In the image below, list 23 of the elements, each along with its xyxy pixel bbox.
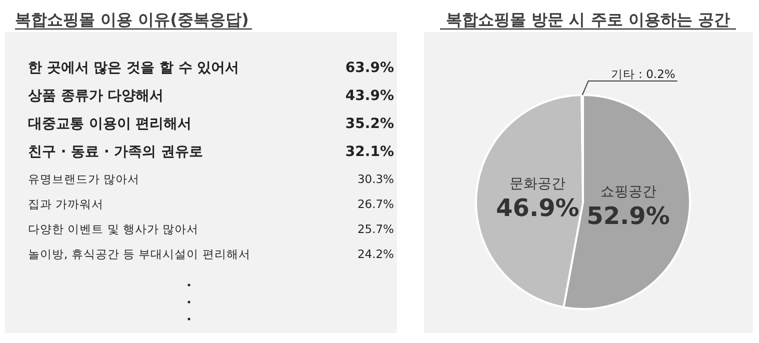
text: 24.2% <box>357 247 394 261</box>
slice-label: 쇼핑공간 <box>600 184 656 200</box>
slice-label: 문화공간 <box>510 176 566 192</box>
text: 25.7% <box>357 222 394 236</box>
category-label: 친구 · 동료 · 가족의 권유로 <box>28 144 204 160</box>
text: 복합쇼핑몰 이용 이유(중복응답) <box>15 10 249 29</box>
category-label: 상품 종류가 다양해서 <box>28 88 164 104</box>
category-label: 놀이방, 휴식공간 등 부대시설이 편리해서 <box>28 247 250 261</box>
category-label: 집과 가까워서 <box>28 197 104 211</box>
chart-title: 복합쇼핑몰 방문 시 주로 이용하는 공간 <box>446 10 730 29</box>
text: 30.3% <box>357 172 394 186</box>
text: 26.7% <box>357 197 394 211</box>
slice-label: 기타 : 0.2% <box>610 67 676 81</box>
category-label: 대중교통 이용이 편리해서 <box>28 116 192 132</box>
text: 63.9% <box>345 60 394 76</box>
text: 35.2% <box>345 116 394 132</box>
data-label: 46.9% <box>496 194 580 222</box>
text: 32.1% <box>345 144 394 160</box>
category-label: 유명브랜드가 많아서 <box>28 172 140 186</box>
category-label: 한 곳에서 많은 것을 할 수 있어서 <box>28 60 240 76</box>
category-label: 다양한 이벤트 및 행사가 많아서 <box>28 222 199 236</box>
text: 43.9% <box>345 88 394 104</box>
data-label: 52.9% <box>586 202 670 230</box>
